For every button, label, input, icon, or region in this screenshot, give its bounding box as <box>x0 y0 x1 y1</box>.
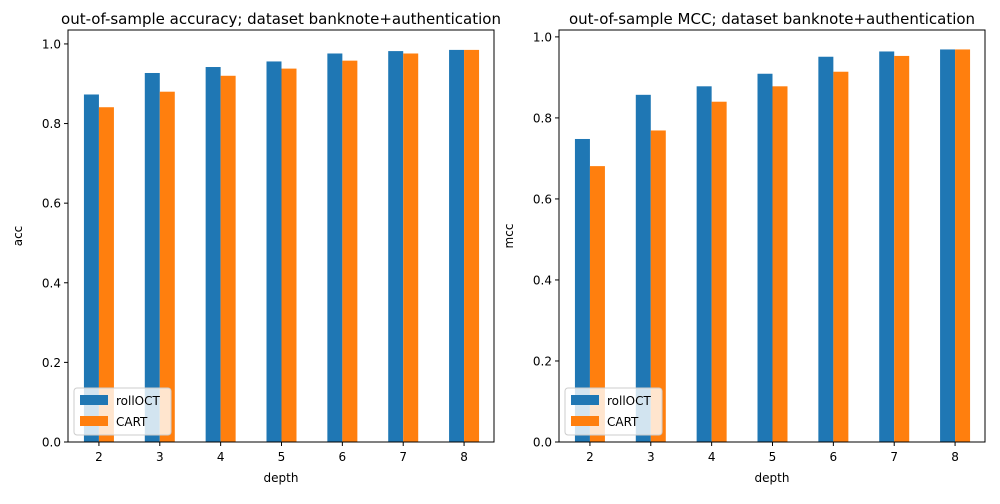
x-tick-label: 6 <box>830 450 838 464</box>
x-tick-label: 5 <box>769 450 777 464</box>
y-tick-label: 0.4 <box>533 273 552 287</box>
bar-rolloct-depth-8 <box>940 49 956 442</box>
bar-rolloct-depth-7 <box>879 51 895 442</box>
bar-cart-depth-2 <box>589 166 605 442</box>
bar-rolloct-depth-2 <box>83 94 99 443</box>
bar-rolloct-depth-5 <box>757 73 773 442</box>
legend-label-cart: CART <box>116 415 148 429</box>
x-tick-label: 2 <box>586 450 594 464</box>
legend-label-rolloct: rollOCT <box>116 394 161 408</box>
bar-cart-depth-8 <box>955 49 971 442</box>
bar-rolloct-depth-6 <box>327 53 343 443</box>
bar-rolloct-depth-2 <box>574 138 590 443</box>
y-tick-label: 0.0 <box>533 436 552 450</box>
y-axis-label: mcc <box>502 224 516 249</box>
y-tick-label: 0.6 <box>533 192 552 206</box>
y-tick-label: 0.8 <box>533 111 552 125</box>
legend-label-rolloct: rollOCT <box>607 394 652 408</box>
x-tick-label: 2 <box>95 450 103 464</box>
bar-rolloct-depth-4 <box>696 86 712 442</box>
chart-panel-2: 2 3 4 5 6 7 8 0.0 0.2 0.4 0.6 0.8 1.0 depth mcc out-of-… <box>502 10 986 485</box>
y-tick-label: 0.8 <box>42 117 61 131</box>
bar-rolloct-depth-5 <box>266 61 282 442</box>
y-tick-label: 0.2 <box>42 356 61 370</box>
x-tick-label: 4 <box>708 450 716 464</box>
legend-swatch-rolloct <box>80 395 108 405</box>
chart-panel-1: 2 3 4 5 6 7 8 0.0 0.2 0.4 0.6 0.8 1.0 depth acc out-of-… <box>11 10 501 485</box>
bar-rolloct-depth-3 <box>635 94 651 442</box>
x-tick-label: 8 <box>951 450 959 464</box>
chart-title: out-of-sample accuracy; dataset banknote… <box>61 10 501 28</box>
y-tick-label: 1.0 <box>533 30 552 44</box>
y-tick-label: 0.2 <box>533 354 552 368</box>
bar-cart-depth-7 <box>403 53 419 443</box>
y-tick-label: 1.0 <box>42 37 61 51</box>
bar-rolloct-depth-3 <box>144 72 160 443</box>
legend-label-cart: CART <box>607 415 639 429</box>
legend-swatch-cart <box>571 416 599 426</box>
bar-rolloct-depth-7 <box>388 51 404 442</box>
x-axis-label: depth <box>755 471 790 485</box>
bar-rolloct-depth-6 <box>818 56 834 443</box>
bar-cart-depth-6 <box>833 71 849 442</box>
bar-cart-depth-4 <box>711 101 727 443</box>
bar-cart-depth-5 <box>281 68 297 443</box>
x-tick-label: 3 <box>156 450 164 464</box>
bar-cart-depth-7 <box>894 55 910 443</box>
bar-cart-depth-8 <box>464 49 480 443</box>
y-axis-label: acc <box>11 226 25 247</box>
x-tick-label: 4 <box>217 450 225 464</box>
y-tick-label: 0.6 <box>42 197 61 211</box>
x-tick-label: 7 <box>890 450 898 464</box>
x-tick-label: 6 <box>339 450 347 464</box>
y-tick-label: 0.0 <box>42 436 61 450</box>
bar-cart-depth-6 <box>342 60 358 443</box>
legend: rollOCT CART <box>73 387 172 436</box>
bar-rolloct-depth-8 <box>449 49 465 443</box>
y-tick-label: 0.4 <box>42 276 61 290</box>
bar-cart-depth-3 <box>650 130 666 442</box>
x-tick-label: 7 <box>399 450 407 464</box>
bar-cart-depth-2 <box>98 107 114 442</box>
chart-title: out-of-sample MCC; dataset banknote+auth… <box>569 10 975 28</box>
legend-swatch-rolloct <box>571 395 599 405</box>
x-tick-label: 5 <box>278 450 286 464</box>
x-axis-label: depth <box>264 471 299 485</box>
bar-cart-depth-5 <box>772 86 788 442</box>
x-tick-label: 8 <box>460 450 468 464</box>
x-tick-label: 3 <box>647 450 655 464</box>
legend-swatch-cart <box>80 416 108 426</box>
legend: rollOCT CART <box>564 387 663 436</box>
bar-rolloct-depth-4 <box>205 67 221 443</box>
bar-cart-depth-4 <box>220 75 236 442</box>
bar-cart-depth-3 <box>159 91 175 442</box>
